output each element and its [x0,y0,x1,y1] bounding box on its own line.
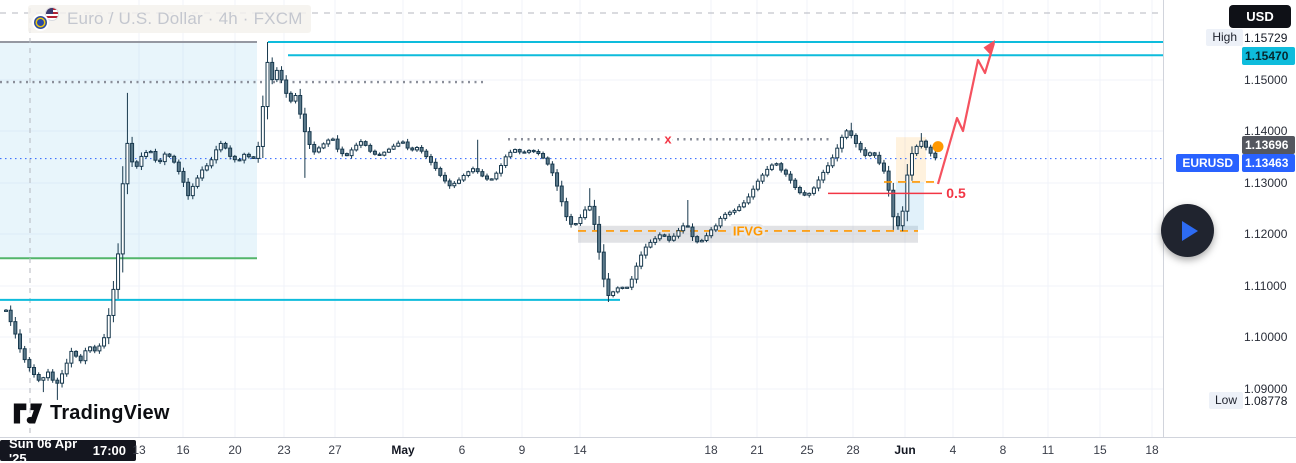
projection-arrowhead [983,40,995,56]
fvg-zone-lower [896,181,924,230]
entry-marker-dot [932,141,944,153]
price-tick-label: 1.14000 [1244,124,1288,138]
countdown-price-badge: 1.13696 [1242,136,1295,154]
time-tick-label: May [391,443,415,457]
time-tick-label: 13 [132,443,146,457]
time-tick-label: 28 [846,443,860,457]
x-dotted-level-label: x [664,132,672,147]
time-tick-label: 9 [518,443,526,457]
high-tag: High [1206,29,1243,46]
time-tick-label: 18 [1145,443,1159,457]
replay-play-button[interactable] [1161,204,1214,257]
time-tick-label: 4 [949,443,957,457]
time-tick-label: 8 [999,443,1007,457]
price-tick-label: 1.13000 [1244,176,1288,190]
low-value: 1.08778 [1244,394,1288,408]
tradingview-logo-icon [13,403,43,424]
ifvg-zone [578,225,918,243]
eurusd-flags-icon [32,7,59,31]
price-tick-label: 1.09000 [1244,382,1288,396]
chart-canvas[interactable]: x IFVG 0.5 Euro / U.S. Dollar · 4h · FXCM … [0,0,1214,437]
replay-time: 17:00 [92,443,126,458]
symbol-title: Euro / U.S. Dollar · 4h · FXCM [28,5,311,33]
time-tick-label: 6 [458,443,466,457]
symbol-price-tag: EURUSD [1176,154,1239,172]
ifvg-midline-label: IFVG [733,223,763,238]
time-axis[interactable]: Sun 06 Apr '25 17:00 13 16 20 23 27 May 6 9 14 18… [0,436,1296,463]
price-tick-label: 1.12000 [1244,227,1288,241]
time-tick-label: 20 [228,443,242,457]
time-tick-label: 11 [1041,443,1055,457]
low-tag: Low [1208,392,1243,409]
price-chart-svg: x IFVG 0.5 [0,0,1163,437]
tradingview-logo-text: TradingView [50,402,170,424]
high-value: 1.15729 [1244,31,1288,45]
fib-0.5-line-label: 0.5 [946,185,966,201]
price-tick-label: 1.10000 [1244,330,1288,344]
price-tick-label: 1.15000 [1244,73,1288,87]
eu-flag-icon [32,14,49,31]
symbol-title-text: Euro / U.S. Dollar · 4h · FXCM [67,9,303,28]
last-price-badge: 1.13463 [1242,154,1295,172]
time-tick-label: 15 [1093,443,1107,457]
time-tick-label: 18 [704,443,718,457]
replay-timestamp-box: Sun 06 Apr '25 17:00 [0,436,136,463]
time-tick-label: 14 [573,443,587,457]
price-tick-label: 1.11000 [1244,279,1287,293]
currency-badge: USD [1229,5,1291,28]
time-tick-label: 16 [176,443,190,457]
bullish-projection-arrow [936,42,996,185]
time-tick-label: 25 [800,443,814,457]
time-tick-label: 23 [277,443,291,457]
replay-date: Sun 06 Apr '25 [9,435,78,463]
time-tick-label: Jun [894,443,916,457]
time-tick-label: 21 [750,443,764,457]
candlesticks [4,41,938,400]
tradingview-logo[interactable]: TradingView [13,401,170,426]
play-icon [1182,220,1198,241]
marked-level-price-badge: 1.15470 [1242,47,1295,65]
us-flag-icon [45,7,59,21]
time-tick-label: 27 [328,443,342,457]
